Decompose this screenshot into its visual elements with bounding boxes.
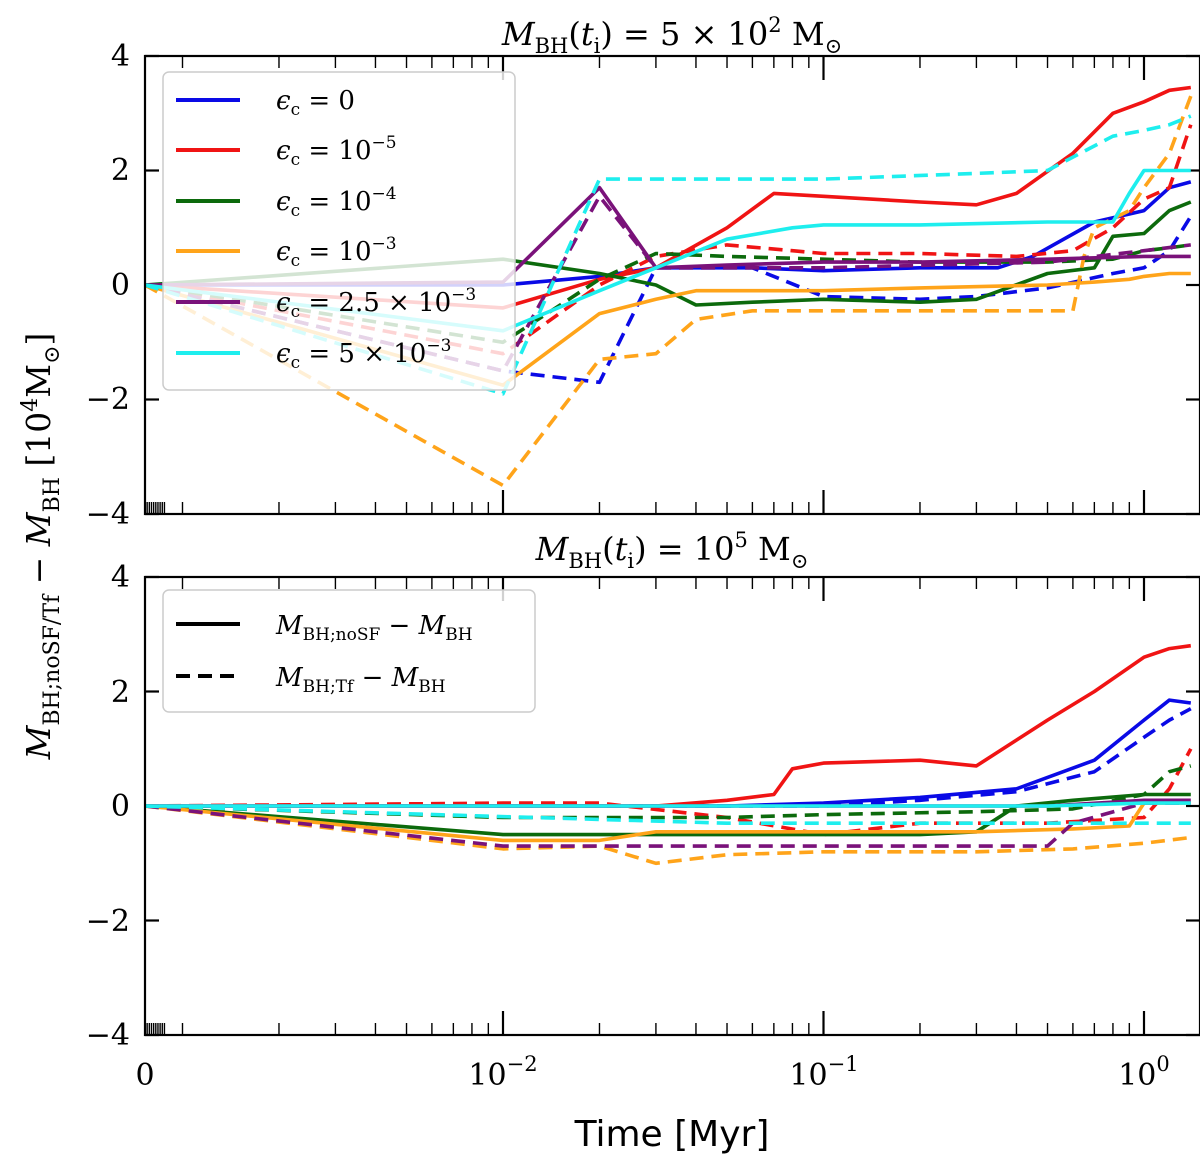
bottom-series-line-0 (145, 698, 1192, 808)
top-series-line-8 (145, 185, 1191, 287)
bottom-plot-frame (143, 575, 1200, 1037)
bottom-series-line-10 (145, 801, 1191, 808)
top-series-line-10 (145, 168, 1191, 333)
bottom-panel-title: MBH(ti) = 105 M⊙ (535, 528, 809, 573)
xtick-label-1e-2: 10−2 (468, 1052, 537, 1093)
top-panel-title: MBH(ti) = 5 × 102 M⊙ (501, 13, 842, 58)
bottom-panel: MBH(ti) = 105 M⊙ 4 2 0 −2 −4 MBH;noSF − … (86, 528, 1200, 1053)
bottom-series-line-11 (145, 804, 1191, 826)
bottom-legend: MBH;noSF − MBH MBH;Tf − MBH (162, 589, 536, 713)
top-series-line-4 (145, 200, 1192, 307)
bottom-ytick-label-0: 0 (111, 789, 130, 824)
legend-label-Tf: MBH;Tf − MBH (275, 663, 446, 697)
legend-label-eps-0: ϵc = 0 (276, 86, 355, 120)
xtick-label-1e-1: 10−1 (789, 1052, 858, 1093)
xtick-label-1e0: 100 (1118, 1052, 1170, 1093)
top-panel: MBH(ti) = 5 × 102 M⊙ 4 2 0 −2 −4 ϵc = 0 … (86, 13, 1200, 532)
top-series-line-0 (145, 180, 1192, 287)
bottom-series-line-1 (145, 707, 1192, 808)
x-axis-label: Time [Myr] (574, 1114, 770, 1155)
legend-label-noSF: MBH;noSF − MBH (275, 611, 473, 645)
legend-label-eps-2p5e-3: ϵc = 2.5 × 10−3 (276, 285, 476, 322)
bottom-ytick-label-neg2: −2 (86, 904, 130, 939)
bottom-series-line-5 (145, 764, 1192, 820)
y-axis-label: MBH;noSF/Tf − MBH [104M⊙] (18, 333, 65, 761)
top-series-line-7 (145, 95, 1193, 488)
top-ytick-label-4: 4 (111, 39, 130, 74)
top-series-line-6 (145, 271, 1191, 388)
bottom-ytick-label-neg4: −4 (86, 1018, 130, 1053)
bottom-series-line-6 (145, 801, 1191, 843)
top-ytick-label-neg2: −2 (86, 382, 130, 417)
top-legend: ϵc = 0 ϵc = 10−5 ϵc = 10−4 ϵc = 10−3 ϵc … (162, 71, 516, 391)
top-series-line-11 (145, 114, 1192, 396)
top-ytick-label-0: 0 (111, 268, 130, 303)
top-ytick-label-neg4: −4 (86, 497, 130, 532)
top-series-line-3 (145, 124, 1193, 356)
legend-label-eps-5e-3: ϵc = 5 × 10−3 (276, 336, 451, 373)
legend-label-eps-1e-5: ϵc = 10−5 (276, 133, 397, 170)
top-ytick-label-2: 2 (111, 153, 130, 188)
legend-label-eps-1e-3: ϵc = 10−3 (276, 234, 397, 271)
legend-label-eps-1e-4: ϵc = 10−4 (276, 184, 397, 221)
top-series-line-2 (145, 85, 1192, 310)
top-plot-frame (143, 54, 1200, 516)
top-series-line-1 (145, 215, 1193, 385)
bottom-ytick-label-2: 2 (111, 675, 130, 710)
bottom-ytick-label-4: 4 (111, 560, 130, 595)
bottom-series-line-4 (145, 792, 1191, 837)
top-series-line-9 (145, 194, 1192, 373)
xtick-label-0: 0 (135, 1058, 154, 1093)
